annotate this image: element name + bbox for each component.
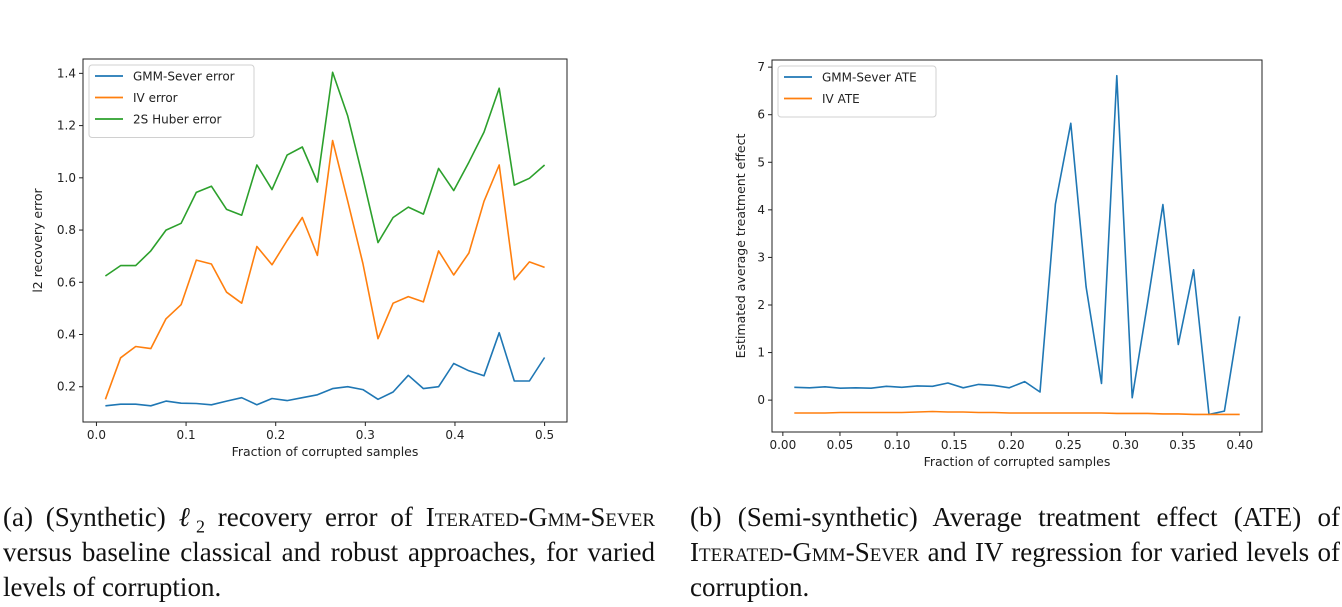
x-tick-label: 0.30 — [1112, 438, 1139, 452]
legend-label: GMM-Sever error — [133, 70, 235, 84]
series-line-iv-ate — [794, 410, 1240, 416]
x-tick-label: 0.5 — [535, 428, 554, 442]
x-tick-label: 0.20 — [998, 438, 1025, 452]
y-tick-label: 1.4 — [57, 66, 76, 80]
series-line-gmm-sever-error — [105, 331, 546, 407]
legend-box — [777, 65, 937, 118]
x-tick-label: 0.0 — [87, 428, 106, 442]
y-tick-label: 2 — [757, 298, 765, 312]
legend-label: IV ATE — [822, 92, 860, 106]
series-line-2s-huber-error — [104, 71, 546, 277]
y-tick-label: 5 — [757, 155, 765, 169]
caption-a: (a) (Synthetic) ℓ2 recovery error of Ite… — [3, 500, 655, 605]
y-tick-label: 0.6 — [57, 275, 76, 289]
axes-frame — [82, 58, 568, 423]
x-tick-label: 0.40 — [1226, 438, 1253, 452]
y-tick-label: 1.2 — [57, 119, 76, 133]
y-tick-label: 0.8 — [57, 223, 76, 237]
series-line-gmm-sever-ate — [794, 74, 1241, 416]
caption-b-method: Iterated-Gmm-Sever — [690, 537, 920, 567]
series-line-iv-error — [104, 139, 545, 400]
x-tick-label: 0.3 — [356, 428, 375, 442]
caption-a-prefix: (a) (Synthetic) — [3, 502, 179, 532]
x-tick-label: 0.00 — [769, 438, 796, 452]
x-axis-label: Fraction of corrupted samples — [232, 444, 419, 459]
legend: GMM-Sever ATE IV ATE — [777, 65, 937, 118]
y-axis-label: Estimated average treatment effect — [733, 134, 748, 359]
legend-label: 2S Huber error — [133, 113, 222, 127]
legend-label: IV error — [133, 91, 178, 105]
caption-a-suffix: versus baseline classical and robust app… — [3, 537, 655, 602]
caption-a-mid: recovery error of — [204, 502, 426, 532]
caption-b-suffix: and IV regression for varied levels of c… — [690, 537, 1340, 602]
y-tick-label: 0.4 — [57, 328, 76, 342]
y-tick-label: 0.2 — [57, 380, 76, 394]
x-tick-label: 0.25 — [1055, 438, 1082, 452]
chart-b: 0.00 0.05 0.10 0.15 0.20 0.25 0.30 0.35 0.40 0 1 2 3… — [733, 59, 1263, 469]
y-tick-label: 0 — [757, 393, 765, 407]
legend-label: GMM-Sever ATE — [822, 71, 917, 85]
x-tick-label: 0.4 — [445, 428, 464, 442]
axes-frame — [771, 59, 1263, 433]
legend: GMM-Sever error IV error 2S Huber error — [88, 64, 255, 138]
y-tick-label: 1.0 — [57, 171, 76, 185]
caption-b-prefix: (b) (Semi-synthetic) Average treatment e… — [690, 502, 1340, 532]
y-tick-label: 7 — [757, 60, 765, 74]
chart-a: 0.0 0.1 0.2 0.3 0.4 0.5 0.2 0.4 0.6 0.8 1.0 1.2 1.4 F… — [30, 58, 568, 459]
y-tick-label: 6 — [757, 108, 765, 122]
legend-box — [88, 64, 255, 138]
y-tick-label: 1 — [757, 346, 765, 360]
y-tick-label: 3 — [757, 250, 765, 264]
caption-a-ell: ℓ — [178, 502, 196, 532]
x-tick-label: 0.15 — [941, 438, 968, 452]
x-tick-label: 0.05 — [827, 438, 854, 452]
caption-a-subscript: 2 — [195, 516, 205, 537]
caption-b: (b) (Semi-synthetic) Average treatment e… — [690, 500, 1340, 605]
caption-a-method: Iterated-Gmm-Sever — [425, 502, 656, 532]
x-tick-label: 0.1 — [177, 428, 196, 442]
x-tick-label: 0.35 — [1169, 438, 1196, 452]
x-axis-label: Fraction of corrupted samples — [924, 454, 1111, 469]
y-axis-label: l2 recovery error — [30, 187, 45, 292]
y-tick-label: 4 — [757, 203, 765, 217]
x-tick-label: 0.10 — [884, 438, 911, 452]
x-tick-label: 0.2 — [266, 428, 285, 442]
